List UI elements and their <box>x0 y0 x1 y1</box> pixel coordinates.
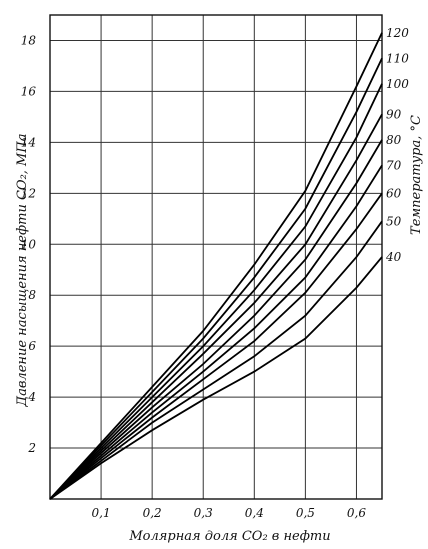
x-tick-label: 0,3 <box>194 506 213 520</box>
y-tick-label: 12 <box>21 186 36 200</box>
series-line-120 <box>49 32 383 500</box>
series-label-60: 60 <box>386 186 402 200</box>
x-tick-labels: 0,1 0,2 0,3 0,4 0,5 0,6 <box>92 506 367 520</box>
series-line-90 <box>49 113 383 500</box>
y-tick-label: 16 <box>21 84 37 98</box>
series-labels: 40 50 60 70 80 90 100 110 120 <box>385 26 409 264</box>
series-label-50: 50 <box>386 214 402 228</box>
series-label-80: 80 <box>386 133 402 147</box>
series-line-40 <box>49 256 383 500</box>
x-tick-label: 0,4 <box>245 506 264 520</box>
y-tick-label: 4 <box>27 390 36 404</box>
y-axis-label: Давление насыщения нефти CO₂, МПа <box>15 134 30 408</box>
y-tick-labels: 2 4 6 8 10 12 14 16 18 <box>21 33 37 455</box>
y-tick-label: 8 <box>28 288 36 302</box>
x-tick-label: 0,5 <box>296 506 315 520</box>
y-tick-label: 6 <box>28 339 36 353</box>
x-tick-label: 0,1 <box>92 506 111 520</box>
series-label-90: 90 <box>386 107 402 121</box>
series-line-50 <box>49 220 383 500</box>
plot-border <box>49 14 383 500</box>
plot-frame <box>49 14 383 500</box>
grid <box>50 15 382 499</box>
series-label-40: 40 <box>385 250 402 264</box>
series-line-80 <box>49 139 383 500</box>
series-layer <box>49 32 383 500</box>
series-line-100 <box>49 83 383 500</box>
right-axis-label: Температура, °C <box>409 115 424 235</box>
series-line-70 <box>49 164 383 500</box>
y-tick-label: 18 <box>21 33 37 47</box>
y-tick-label: 14 <box>21 135 36 149</box>
series-line-60 <box>49 192 383 500</box>
x-tick-label: 0,6 <box>347 506 366 520</box>
series-label-110: 110 <box>386 51 409 65</box>
y-tick-label: 10 <box>21 237 37 251</box>
series-label-120: 120 <box>386 26 409 40</box>
series-label-70: 70 <box>386 158 402 172</box>
x-tick-label: 0,2 <box>143 506 162 520</box>
y-tick-label: 2 <box>27 441 36 455</box>
series-label-100: 100 <box>386 77 409 91</box>
x-axis-label: Молярная доля CO₂ в нефти <box>128 529 330 544</box>
series-line-110 <box>49 57 383 500</box>
